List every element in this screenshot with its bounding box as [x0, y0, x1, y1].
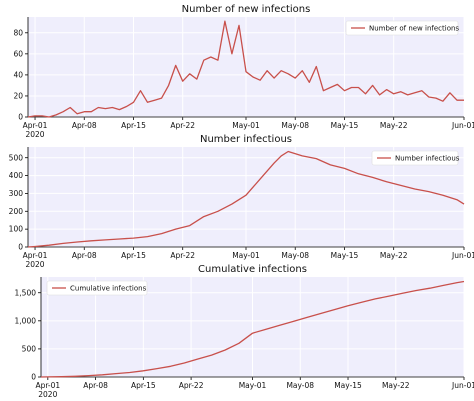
x-tick-label: Jun-01	[451, 381, 474, 390]
y-tick-label: 500	[22, 345, 37, 354]
series-line	[40, 280, 465, 378]
legend-label: Number of new infections	[369, 25, 459, 33]
x-tick-label: May-22	[380, 251, 408, 260]
y-tick-label: 80	[13, 28, 23, 37]
legend-label: Cumulative infections	[70, 285, 147, 293]
y-tick-label: 100	[9, 225, 24, 234]
series-line	[27, 20, 464, 118]
legend: Number of new infections	[345, 20, 459, 36]
x-tick-label: May-08	[281, 121, 309, 130]
y-tick-label: 40	[13, 70, 23, 79]
x-tick-label: Apr-08	[72, 251, 97, 260]
x-tick-label: May-15	[331, 121, 359, 130]
subplot-1: Number of new infections Apr-01 2020 Apr-08…	[13, 4, 474, 139]
x-tick-label: Apr-01 2020	[23, 121, 48, 139]
chart-title: Number infectious	[200, 134, 292, 145]
y-tick-label: 60	[13, 49, 23, 58]
legend-frame	[371, 150, 459, 166]
y-tick-label: 1,000	[15, 316, 37, 325]
subplot-3: Cumulative infections Apr-01 2020 Apr-08 Apr…	[15, 264, 474, 399]
x-tick-label: Apr-15	[131, 381, 156, 390]
x-tick-label: Apr-01 2020	[23, 251, 48, 269]
x-tick-label: Apr-08	[83, 381, 108, 390]
y-tick-label: 0	[18, 243, 23, 252]
x-tick-label: May-15	[331, 251, 359, 260]
legend-frame	[345, 20, 459, 36]
x-tick-label: Apr-22	[170, 251, 195, 260]
x-tick-label: May-08	[281, 251, 309, 260]
x-tick-label: Apr-22	[179, 381, 204, 390]
y-tick-label: 500	[9, 153, 24, 162]
x-tick-label: Apr-15	[121, 121, 146, 130]
x-tick-label: May-08	[286, 381, 314, 390]
x-tick-label: Apr-01 2020	[35, 381, 60, 399]
x-tick-label: Apr-15	[121, 251, 146, 260]
x-tick-label: Jun-01	[451, 121, 474, 130]
x-tick-label: May-22	[382, 381, 410, 390]
x-tick-label: Apr-22	[170, 121, 195, 130]
x-tick-label: May-15	[334, 381, 362, 390]
y-tick-label: 0	[18, 113, 23, 122]
legend-label: Number infectious	[395, 155, 460, 163]
y-tick-label: 200	[9, 207, 24, 216]
x-tick-label: May-01	[232, 121, 260, 130]
y-tick-label: 400	[9, 171, 24, 180]
series-line	[27, 150, 465, 248]
y-tick-label: 1,500	[15, 288, 37, 297]
legend-frame	[46, 280, 148, 296]
chart-title: Number of new infections	[182, 4, 311, 15]
subplot-2: Number infectious Apr-01 2020 Apr-08 Apr-15 A…	[9, 134, 474, 269]
y-tick-label: 20	[13, 92, 23, 101]
legend: Cumulative infections	[46, 280, 148, 296]
chart-title: Cumulative infections	[198, 264, 307, 275]
x-tick-label: May-01	[239, 381, 267, 390]
x-tick-label: Apr-08	[72, 121, 97, 130]
x-tick-label: May-01	[232, 251, 260, 260]
y-tick-label: 0	[31, 373, 36, 382]
x-tick-label: Jun-01	[451, 251, 474, 260]
y-tick-label: 300	[9, 189, 24, 198]
x-tick-label: May-22	[380, 121, 408, 130]
legend: Number infectious	[371, 150, 460, 166]
